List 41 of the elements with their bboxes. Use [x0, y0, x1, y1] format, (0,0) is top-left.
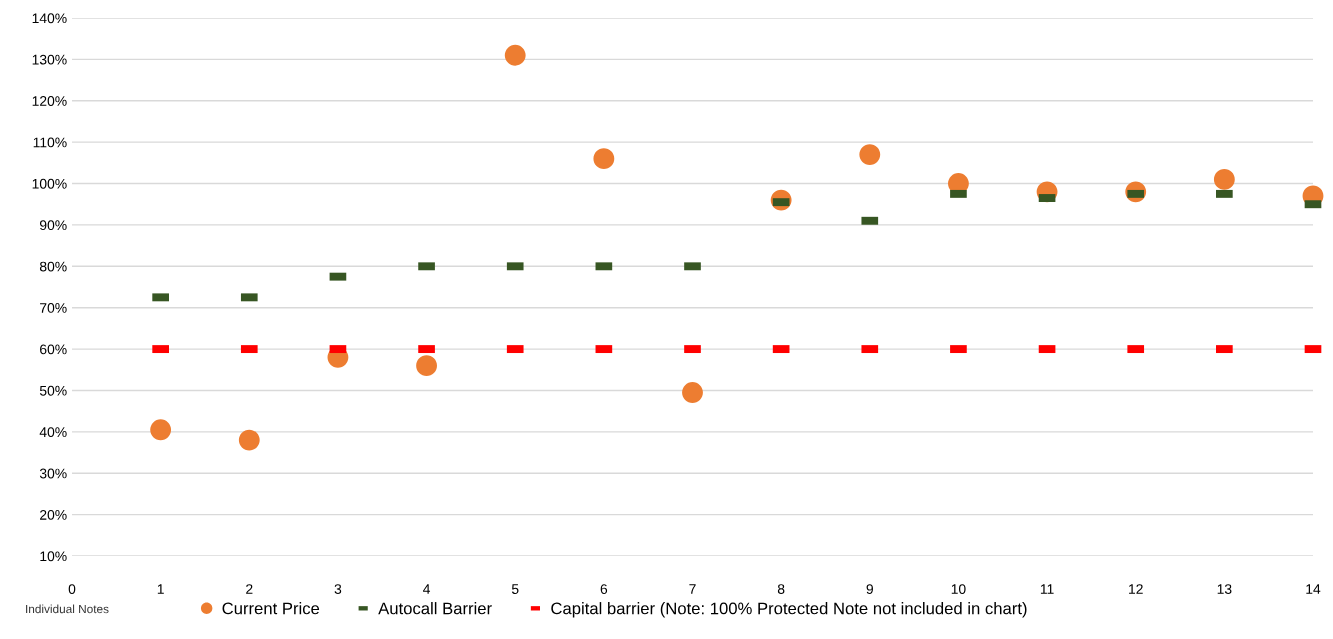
point: [150, 419, 172, 441]
legend-label: Autocall Barrier: [378, 602, 492, 615]
x-tick-label: 2: [246, 584, 253, 594]
point: [682, 382, 703, 403]
y-tick-label: 60%: [40, 344, 67, 355]
x-tick-label: 12: [1129, 584, 1143, 594]
point: [1213, 168, 1235, 190]
point: [238, 429, 260, 451]
y-tick-label: 90%: [39, 220, 67, 231]
x-tick-label: 11: [1040, 584, 1054, 594]
x-tick-label: 13: [1217, 584, 1232, 594]
y-tick-label: 40%: [39, 427, 67, 438]
y-tick-label: 50%: [39, 385, 67, 396]
x-tick-label: 3: [334, 584, 342, 594]
legend-label: Capital barrier (Note: 100% Protected Note not included in chart): [551, 602, 1027, 618]
y-tick-label: 130%: [32, 54, 67, 65]
x-tick-label: 7: [689, 584, 696, 594]
y-tick-label: 20%: [40, 509, 67, 520]
point: [859, 144, 881, 165]
point: [416, 355, 437, 377]
y-tick-label: 30%: [39, 468, 67, 479]
y-tick-label: 70%: [40, 303, 67, 313]
y-tick-label: 80%: [39, 261, 67, 272]
y-tick-label: 110%: [33, 137, 67, 148]
point: [504, 44, 526, 66]
x-axis-title: Individual Notes: [26, 604, 109, 614]
y-tick-label: 140%: [32, 13, 67, 24]
x-tick-label: 14: [1306, 584, 1321, 594]
y-tick-label: 120%: [32, 96, 67, 106]
x-tick-label: 9: [866, 584, 873, 594]
x-tick-label: 5: [511, 584, 519, 594]
y-tick-label: 100%: [32, 178, 67, 189]
x-tick-label: 4: [423, 584, 431, 594]
x-tick-label: 10: [951, 584, 966, 594]
x-tick-label: 1: [157, 584, 164, 594]
point: [593, 148, 615, 170]
x-tick-label: 6: [600, 584, 608, 594]
y-tick-label: 10%: [40, 551, 67, 562]
x-tick-label: 8: [777, 584, 785, 594]
x-tick-label: 0: [68, 584, 76, 594]
legend-label: Current Price: [222, 602, 320, 615]
